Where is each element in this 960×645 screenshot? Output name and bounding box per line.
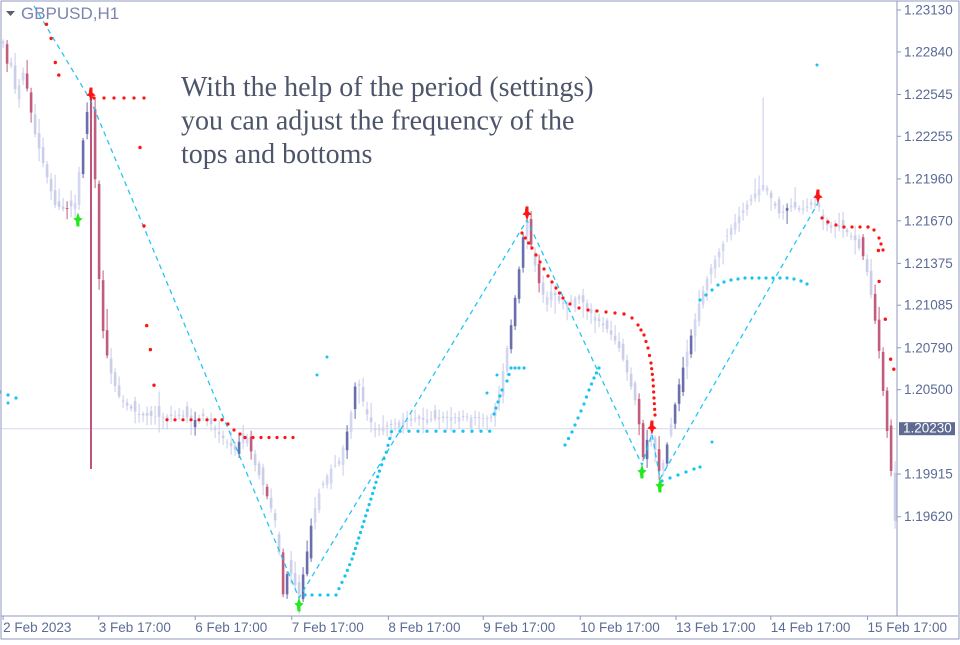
svg-text:1.21375: 1.21375: [904, 256, 953, 271]
svg-text:10 Feb 17:00: 10 Feb 17:00: [580, 620, 660, 635]
svg-text:With the help of the period (s: With the help of the period (settings): [181, 72, 594, 103]
svg-text:1.22840: 1.22840: [904, 44, 953, 59]
svg-text:8 Feb 17:00: 8 Feb 17:00: [388, 620, 460, 635]
svg-text:6 Feb 17:00: 6 Feb 17:00: [195, 620, 267, 635]
svg-text:GBPUSD,H1: GBPUSD,H1: [21, 4, 119, 23]
svg-text:you can adjust the frequency o: you can adjust the frequency of the: [181, 106, 574, 137]
svg-text:1.22545: 1.22545: [904, 87, 953, 102]
svg-text:1.21085: 1.21085: [904, 298, 953, 313]
svg-text:9 Feb 17:00: 9 Feb 17:00: [483, 620, 555, 635]
svg-text:1.19620: 1.19620: [904, 509, 953, 524]
svg-text:1.20230: 1.20230: [903, 421, 952, 436]
svg-text:1.23130: 1.23130: [904, 3, 953, 18]
svg-text:1.20790: 1.20790: [904, 340, 953, 355]
svg-text:15 Feb 17:00: 15 Feb 17:00: [868, 620, 948, 635]
svg-text:14 Feb 17:00: 14 Feb 17:00: [771, 620, 851, 635]
svg-text:1.22255: 1.22255: [904, 129, 953, 144]
svg-text:1.21670: 1.21670: [904, 213, 953, 228]
svg-text:1.19915: 1.19915: [904, 467, 953, 482]
svg-text:tops and bottoms: tops and bottoms: [181, 139, 372, 170]
svg-text:13 Feb 17:00: 13 Feb 17:00: [676, 620, 756, 635]
svg-text:2 Feb 2023: 2 Feb 2023: [3, 620, 71, 635]
svg-text:1.21960: 1.21960: [904, 171, 953, 186]
svg-text:3 Feb 17:00: 3 Feb 17:00: [99, 620, 171, 635]
svg-text:7 Feb 17:00: 7 Feb 17:00: [292, 620, 364, 635]
svg-text:1.20500: 1.20500: [904, 382, 953, 397]
